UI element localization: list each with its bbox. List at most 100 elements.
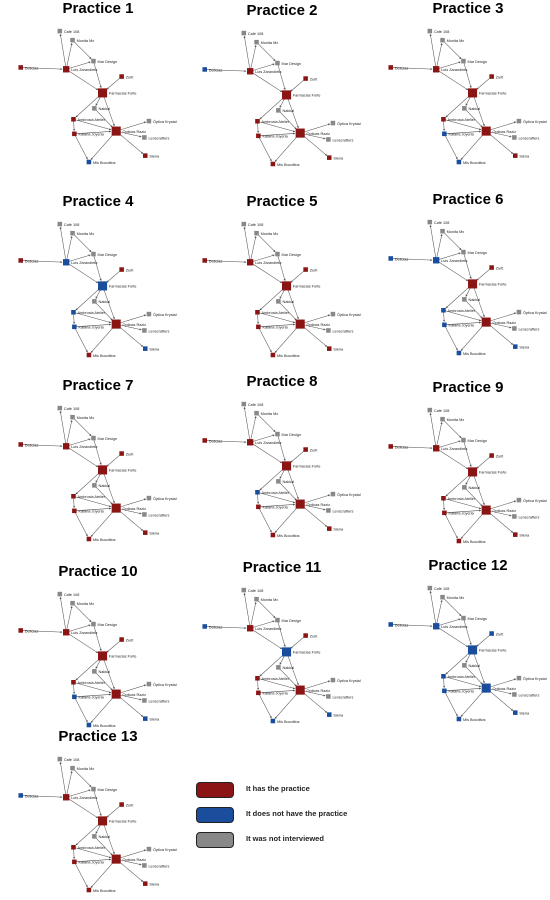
node-nakkal bbox=[92, 669, 97, 674]
node-optica bbox=[330, 120, 336, 126]
edge-luis-cafe bbox=[59, 33, 67, 70]
node-ambrosia bbox=[441, 117, 446, 122]
node-label-delicias: Delicias bbox=[25, 443, 38, 447]
node-label-mis: Mis Bocotitos bbox=[93, 538, 116, 542]
node-label-siena: Siena bbox=[333, 527, 344, 531]
legend-item-not-interviewed: It was not interviewed bbox=[196, 832, 396, 850]
node-label-optica: Óptica Krystal bbox=[523, 498, 547, 503]
node-label-lens: Lenscrafters bbox=[518, 693, 539, 697]
edge-kataria-opticas bbox=[258, 689, 296, 694]
node-label-opticas: Opticas Raziz bbox=[493, 687, 517, 691]
node-label-luis: Luis Zarandieta bbox=[441, 259, 468, 263]
practice-title: Practice 8 bbox=[246, 373, 318, 390]
edge-kataria-opticas bbox=[444, 687, 482, 692]
practice-title: Practice 10 bbox=[58, 563, 138, 580]
edge-luis-mar bbox=[66, 624, 91, 633]
node-label-opticas: Opticas Raziz bbox=[123, 507, 147, 511]
legend: It has the practice It does not have the… bbox=[196, 782, 396, 852]
node-label-opticas: Opticas Raziz bbox=[307, 689, 331, 693]
node-label-farmacias: Farmacias Forte bbox=[293, 285, 321, 289]
node-label-kataria: Kataria Joyeria bbox=[262, 135, 288, 139]
node-lens bbox=[142, 863, 147, 868]
node-kataria bbox=[256, 324, 261, 330]
node-label-zurit: Zurit bbox=[310, 268, 319, 272]
edge-nakkal-opticas bbox=[464, 108, 483, 128]
legend-swatch-not-interviewed bbox=[196, 832, 234, 848]
edge-luis-farmacias bbox=[436, 626, 469, 648]
edge-opticas-optica bbox=[300, 494, 331, 505]
node-label-lens: Lenscrafters bbox=[148, 864, 169, 868]
edge-luis-farmacias bbox=[436, 260, 469, 282]
node-label-mar: Mar Design bbox=[98, 253, 117, 257]
edge-kataria-mis bbox=[258, 135, 272, 162]
node-nakkal bbox=[276, 108, 281, 113]
node-label-lens: Lenscrafters bbox=[332, 329, 353, 333]
node-delicias bbox=[202, 438, 207, 443]
edge-nakkal-opticas bbox=[464, 487, 483, 507]
node-label-lens: Lenscrafters bbox=[518, 327, 539, 331]
practice-panel-8: Practice 8 Café 108 Monita Mx Mar Design Del… bbox=[192, 373, 372, 545]
node-monita bbox=[254, 596, 259, 602]
node-kataria bbox=[256, 133, 261, 139]
node-label-luis: Luis Zarandieta bbox=[441, 625, 468, 629]
node-label-farmacias: Farmacias Forte bbox=[293, 465, 321, 469]
edge-luis-cafe bbox=[243, 406, 251, 443]
legend-swatch-has bbox=[196, 782, 234, 798]
node-label-mar: Mar Design bbox=[98, 60, 117, 64]
edge-delicias-luis bbox=[20, 630, 63, 634]
node-label-lens: Lenscrafters bbox=[148, 329, 169, 333]
edge-farmacias-opticas bbox=[286, 94, 299, 129]
edge-nakkal-opticas bbox=[464, 299, 483, 319]
node-label-zurit: Zurit bbox=[310, 634, 319, 638]
node-label-opticas: Opticas Raziz bbox=[493, 321, 517, 325]
node-nakkal bbox=[276, 299, 281, 304]
edge-opticas-optica bbox=[116, 121, 147, 132]
edge-monita-mar bbox=[256, 232, 276, 253]
node-mar bbox=[91, 435, 96, 441]
edge-luis-cafe bbox=[59, 761, 67, 798]
node-label-delicias: Delicias bbox=[395, 66, 408, 70]
node-delicias bbox=[202, 258, 207, 263]
node-farmacias bbox=[98, 88, 108, 98]
edge-monita-mar bbox=[256, 598, 276, 619]
edge-farmacias-opticas bbox=[472, 283, 485, 318]
node-label-nakkal: Nakkal bbox=[282, 300, 294, 304]
node-label-mis: Mis Bocotitos bbox=[93, 724, 116, 728]
node-lens bbox=[512, 326, 517, 331]
node-label-siena: Siena bbox=[519, 533, 530, 537]
node-cafe bbox=[57, 221, 63, 227]
edge-luis-monita bbox=[249, 415, 257, 443]
node-ambrosia bbox=[71, 845, 76, 850]
node-label-monita: Monita Mx bbox=[77, 767, 95, 771]
node-farmacias bbox=[468, 279, 478, 289]
edge-nakkal-opticas bbox=[94, 485, 113, 505]
node-label-nakkal: Nakkal bbox=[98, 484, 110, 488]
node-zurit bbox=[119, 802, 124, 807]
practice-title: Practice 5 bbox=[246, 193, 318, 210]
edge-monita-mar bbox=[256, 412, 276, 433]
edge-luis-farmacias bbox=[66, 69, 99, 91]
node-cafe bbox=[241, 221, 247, 227]
node-kataria bbox=[72, 324, 77, 330]
node-mis bbox=[456, 538, 462, 544]
node-optica bbox=[146, 846, 152, 852]
node-cafe bbox=[241, 587, 247, 593]
node-label-monita: Monita Mx bbox=[447, 230, 465, 234]
edge-ambrosia-opticas bbox=[73, 312, 112, 324]
node-label-mis: Mis Bocotitos bbox=[463, 161, 486, 165]
node-nakkal bbox=[462, 663, 467, 668]
edge-mar-farmacias bbox=[277, 63, 286, 91]
node-label-mis: Mis Bocotitos bbox=[93, 889, 116, 893]
edge-opticas-mis bbox=[460, 509, 487, 539]
node-nakkal bbox=[462, 485, 467, 490]
edge-zurit-farmacias bbox=[106, 269, 122, 283]
edge-luis-cafe bbox=[59, 410, 67, 447]
edge-kataria-opticas bbox=[258, 132, 296, 137]
edge-opticas-mis bbox=[90, 323, 117, 353]
node-zurit bbox=[489, 631, 494, 636]
network-graph: Café 108 Monita Mx Mar Design Delicias Luis … bbox=[18, 756, 177, 893]
edge-luis-farmacias bbox=[250, 71, 283, 93]
edge-farmacias-opticas bbox=[102, 820, 115, 855]
edge-delicias-luis bbox=[20, 67, 63, 71]
node-ambrosia bbox=[71, 117, 76, 122]
